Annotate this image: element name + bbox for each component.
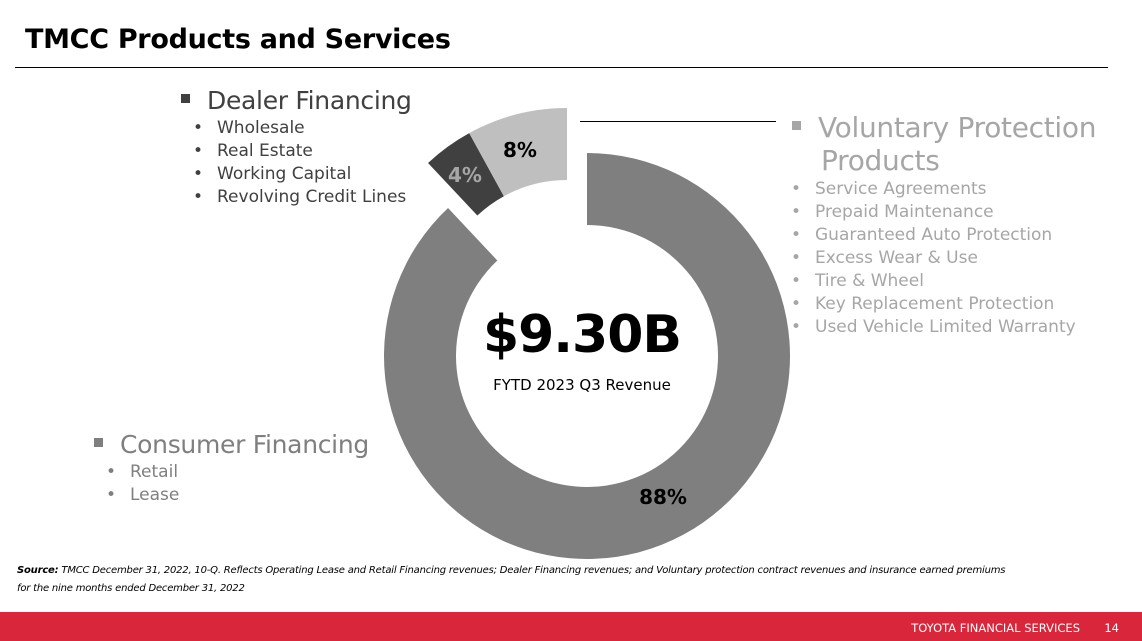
list-item: Used Vehicle Limited Warranty bbox=[791, 316, 1096, 339]
heading-text: Products bbox=[821, 144, 940, 177]
slice-label-voluntary: 8% bbox=[503, 138, 537, 162]
square-bullet-icon bbox=[792, 120, 801, 130]
heading-text: Consumer Financing bbox=[120, 430, 369, 459]
list-item: Retail bbox=[106, 461, 369, 484]
slice-voluntary-protection bbox=[469, 108, 567, 197]
source-text: TMCC December 31, 2022, 10-Q. Reflects O… bbox=[17, 565, 1006, 594]
square-bullet-icon bbox=[94, 437, 103, 447]
footer-bar: TOYOTA FINANCIAL SERVICES 14 bbox=[0, 612, 1142, 641]
voluntary-protection-heading: Voluntary Protection Products bbox=[792, 111, 1096, 177]
list-item: Prepaid Maintenance bbox=[791, 201, 1096, 224]
consumer-financing-heading: Consumer Financing bbox=[94, 430, 369, 459]
list-item: Working Capital bbox=[193, 163, 412, 186]
list-item: Real Estate bbox=[193, 140, 412, 163]
slice-consumer-financing bbox=[384, 153, 790, 559]
footer-company: TOYOTA FINANCIAL SERVICES bbox=[911, 621, 1080, 635]
list-item: Wholesale bbox=[193, 117, 412, 140]
source-note: Source: TMCC December 31, 2022, 10-Q. Re… bbox=[17, 562, 1017, 598]
heading-text: Voluntary Protection bbox=[818, 111, 1097, 144]
list-item: Excess Wear & Use bbox=[791, 247, 1096, 270]
total-revenue-value: $9.30B bbox=[482, 305, 682, 365]
square-bullet-icon bbox=[181, 93, 190, 103]
total-revenue-label: FYTD 2023 Q3 Revenue bbox=[493, 376, 671, 394]
dealer-financing-heading: Dealer Financing bbox=[181, 86, 412, 115]
list-item: Revolving Credit Lines bbox=[193, 186, 412, 209]
page-number: 14 bbox=[1104, 621, 1119, 635]
list-item: Lease bbox=[106, 484, 369, 507]
slice-dealer-financing bbox=[428, 133, 504, 216]
title-divider bbox=[15, 67, 1108, 68]
page-title: TMCC Products and Services bbox=[25, 24, 451, 55]
list-item: Key Replacement Protection bbox=[791, 293, 1096, 316]
slice-label-dealer: 4% bbox=[448, 163, 482, 187]
list-item: Tire & Wheel bbox=[791, 270, 1096, 293]
list-item: Guaranteed Auto Protection bbox=[791, 224, 1096, 247]
list-item: Service Agreements bbox=[791, 178, 1096, 201]
consumer-financing-section: Consumer Financing Retail Lease bbox=[94, 430, 369, 507]
dealer-financing-section: Dealer Financing Wholesale Real Estate W… bbox=[181, 86, 412, 209]
heading-text: Dealer Financing bbox=[207, 86, 412, 115]
slice-label-consumer: 88% bbox=[639, 485, 687, 509]
callout-line bbox=[580, 121, 776, 122]
source-label: Source: bbox=[17, 565, 59, 576]
